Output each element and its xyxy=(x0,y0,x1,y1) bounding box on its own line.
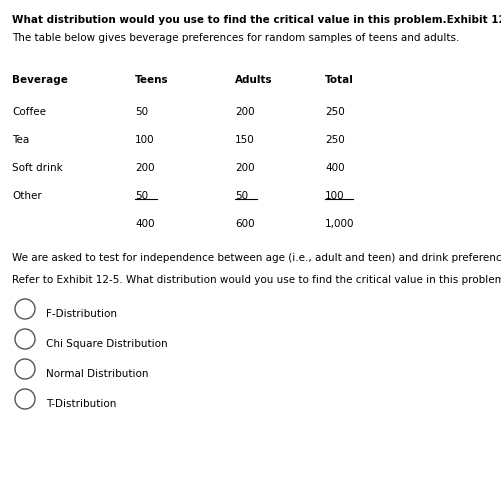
Text: Adults: Adults xyxy=(235,75,273,85)
Text: 200: 200 xyxy=(135,163,155,173)
Text: 50: 50 xyxy=(135,107,148,117)
Text: T-Distribution: T-Distribution xyxy=(46,398,116,408)
Text: 1,000: 1,000 xyxy=(325,219,355,228)
Text: 400: 400 xyxy=(325,163,345,173)
Text: Soft drink: Soft drink xyxy=(12,163,63,173)
Text: Normal Distribution: Normal Distribution xyxy=(46,368,148,378)
Text: Teens: Teens xyxy=(135,75,169,85)
Text: Chi Square Distribution: Chi Square Distribution xyxy=(46,338,168,348)
Text: Other: Other xyxy=(12,191,42,200)
Text: 200: 200 xyxy=(235,107,255,117)
Text: 50: 50 xyxy=(235,191,248,200)
Text: Coffee: Coffee xyxy=(12,107,46,117)
Text: What distribution would you use to find the critical value in this problem.Exhib: What distribution would you use to find … xyxy=(12,15,501,25)
Text: 150: 150 xyxy=(235,135,255,145)
Text: 200: 200 xyxy=(235,163,255,173)
Text: Refer to Exhibit 12-5. What distribution would you use to find the critical valu: Refer to Exhibit 12-5. What distribution… xyxy=(12,274,501,285)
Text: Total: Total xyxy=(325,75,354,85)
Text: 100: 100 xyxy=(135,135,155,145)
Text: 100: 100 xyxy=(325,191,345,200)
Text: Tea: Tea xyxy=(12,135,29,145)
Text: 600: 600 xyxy=(235,219,255,228)
Text: 250: 250 xyxy=(325,107,345,117)
Text: 50: 50 xyxy=(135,191,148,200)
Text: F-Distribution: F-Distribution xyxy=(46,308,117,318)
Text: 400: 400 xyxy=(135,219,155,228)
Text: We are asked to test for independence between age (i.e., adult and teen) and dri: We are asked to test for independence be… xyxy=(12,253,501,262)
Text: Beverage: Beverage xyxy=(12,75,68,85)
Text: The table below gives beverage preferences for random samples of teens and adult: The table below gives beverage preferenc… xyxy=(12,33,459,43)
Text: 250: 250 xyxy=(325,135,345,145)
